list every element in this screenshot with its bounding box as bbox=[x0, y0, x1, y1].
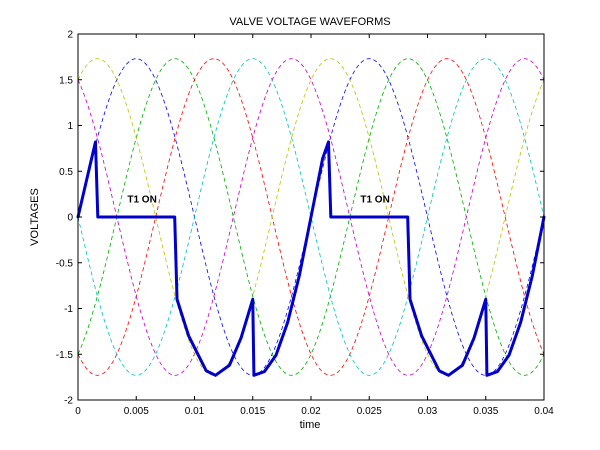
valve-voltage-series bbox=[76, 140, 546, 377]
x-tick-label: 0.035 bbox=[473, 406, 498, 417]
background-wave-4 bbox=[78, 58, 544, 376]
y-tick-label: -1 bbox=[64, 304, 73, 315]
x-axis-ticks: 0 0.005 0.01 0.015 0.02 0.025 0.03 0.035 0.04 bbox=[75, 34, 554, 417]
y-tick-label: 2 bbox=[67, 30, 73, 41]
y-tick-label: 0 bbox=[67, 213, 73, 224]
x-axis-label: time bbox=[300, 419, 321, 431]
valve-voltage-line-1 bbox=[76, 140, 546, 377]
x-tick-label: 0.04 bbox=[534, 406, 554, 417]
y-tick-label: 1 bbox=[67, 121, 73, 132]
annotation-t1-on-1: T1 ON bbox=[127, 194, 156, 205]
x-tick-label: 0.03 bbox=[418, 406, 438, 417]
y-axis-label: VOLTAGES bbox=[29, 188, 41, 246]
y-tick-label: 0.5 bbox=[59, 167, 73, 178]
x-tick-label: 0.015 bbox=[240, 406, 265, 417]
x-tick-label: 0.005 bbox=[124, 406, 149, 417]
x-tick-label: 0.01 bbox=[185, 406, 205, 417]
y-axis-ticks: -2 -1.5 -1 -0.5 0 0.5 1 1.5 2 bbox=[56, 30, 544, 407]
background-wave-5 bbox=[78, 58, 544, 376]
x-tick-label: 0.02 bbox=[301, 406, 321, 417]
annotations: T1 ON T1 ON bbox=[127, 194, 389, 205]
annotation-t1-on-2: T1 ON bbox=[360, 194, 389, 205]
y-tick-label: -0.5 bbox=[56, 258, 74, 269]
x-tick-label: 0 bbox=[75, 406, 81, 417]
y-tick-label: -1.5 bbox=[56, 350, 74, 361]
x-tick-label: 0.025 bbox=[357, 406, 382, 417]
y-tick-label: -2 bbox=[64, 396, 73, 407]
chart-title: VALVE VOLTAGE WAVEFORMS bbox=[229, 16, 390, 28]
y-tick-label: 1.5 bbox=[59, 75, 73, 86]
